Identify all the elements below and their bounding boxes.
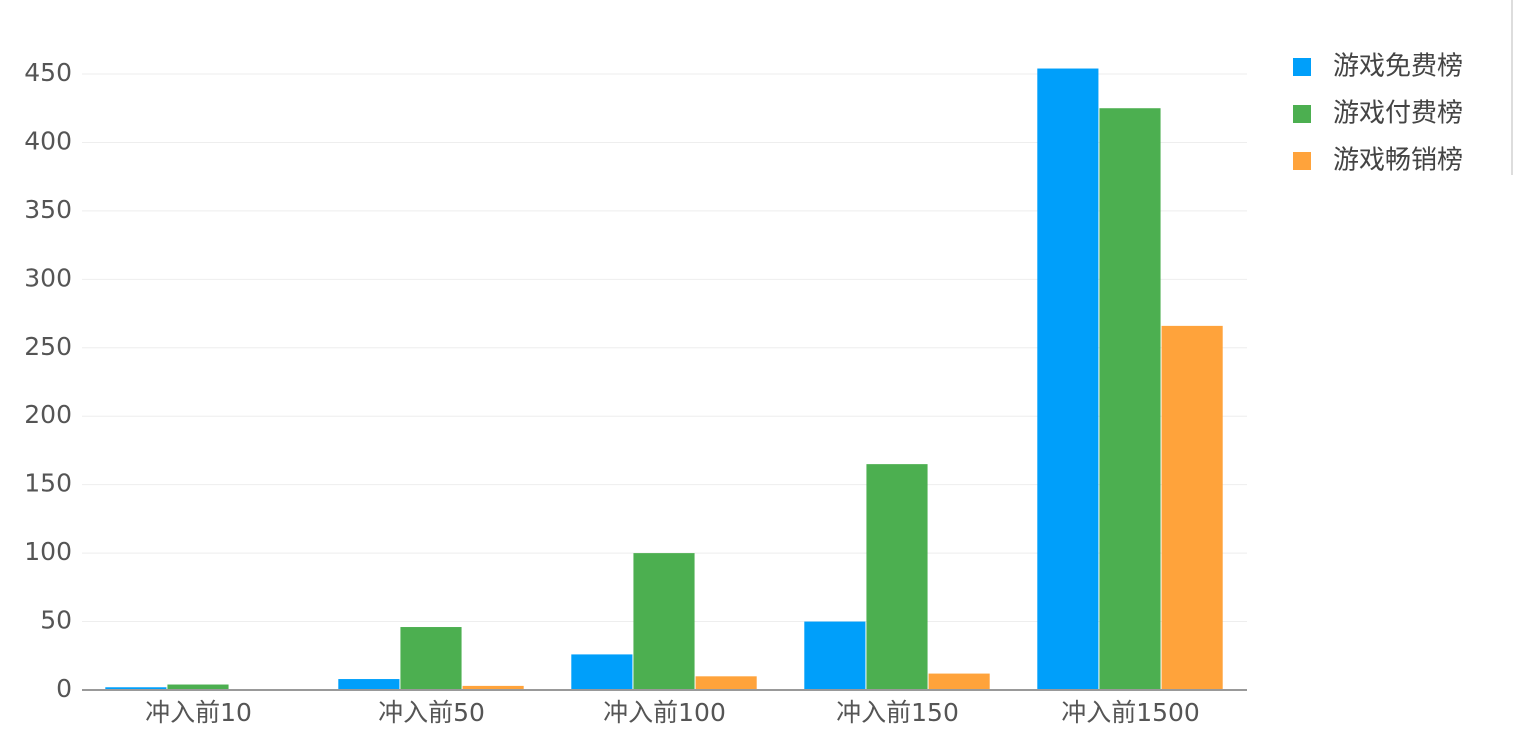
y-tick-label: 300 [24, 263, 72, 292]
y-tick-label: 150 [24, 469, 72, 498]
bar [167, 684, 229, 690]
y-tick-label: 0 [56, 674, 72, 703]
bar [1037, 68, 1099, 691]
bar [571, 654, 633, 690]
bar [804, 621, 866, 690]
bar [462, 685, 524, 690]
y-tick-label: 200 [24, 400, 72, 429]
legend-label: 游戏付费榜 [1333, 99, 1463, 129]
x-tick-label: 冲入前1500 [1061, 698, 1200, 727]
bar [1099, 108, 1161, 690]
legend-swatch [1293, 58, 1311, 76]
bar [105, 687, 167, 690]
legend-swatch [1293, 105, 1311, 123]
y-tick-label: 250 [24, 332, 72, 361]
bar [338, 679, 400, 690]
y-tick-label: 100 [24, 537, 72, 566]
bar [400, 627, 462, 690]
x-tick-label: 冲入前50 [378, 698, 485, 727]
legend-label: 游戏畅销榜 [1333, 146, 1463, 176]
legend-label: 游戏免费榜 [1333, 52, 1463, 82]
x-tick-label: 冲入前150 [836, 698, 959, 727]
plot-area: 0 50 100 150 200 250 300 350 400 450 冲入前10 冲入前50 冲入前… [24, 58, 1247, 727]
bar [695, 676, 757, 690]
y-tick-label: 450 [24, 58, 72, 87]
bar [1161, 325, 1223, 690]
legend-swatch [1293, 152, 1311, 170]
bar [866, 464, 928, 690]
bar [633, 553, 695, 690]
y-tick-label: 50 [40, 606, 72, 635]
y-tick-label: 350 [24, 195, 72, 224]
bar [928, 673, 990, 690]
x-tick-label: 冲入前100 [603, 698, 726, 727]
y-tick-label: 400 [24, 126, 72, 155]
x-tick-label: 冲入前10 [145, 698, 252, 727]
